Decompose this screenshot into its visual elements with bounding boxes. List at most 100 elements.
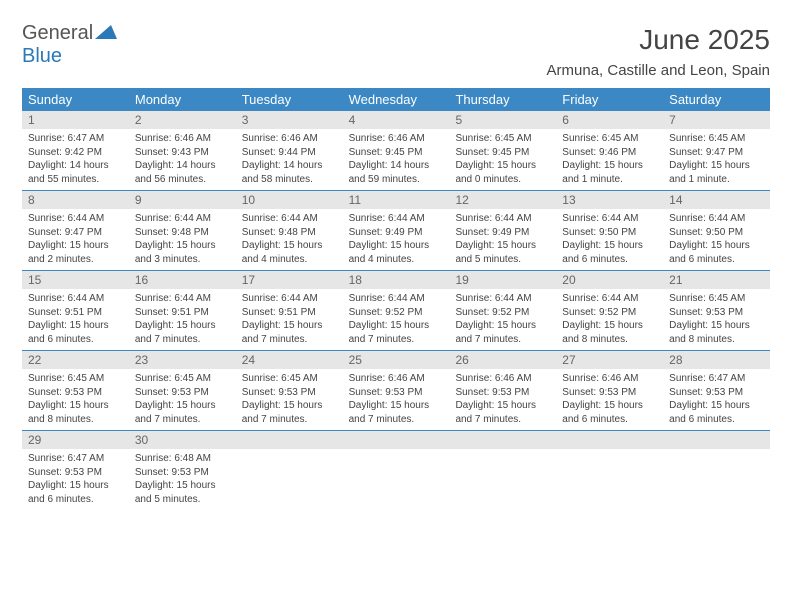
day-number: 21 xyxy=(663,271,770,289)
calendar-day: 15Sunrise: 6:44 AMSunset: 9:51 PMDayligh… xyxy=(22,271,129,350)
day-detail: Sunrise: 6:44 AMSunset: 9:51 PMDaylight:… xyxy=(236,289,343,350)
calendar-day: 23Sunrise: 6:45 AMSunset: 9:53 PMDayligh… xyxy=(129,351,236,430)
calendar-day: 26Sunrise: 6:46 AMSunset: 9:53 PMDayligh… xyxy=(449,351,556,430)
day-detail: Sunrise: 6:44 AMSunset: 9:47 PMDaylight:… xyxy=(22,209,129,270)
calendar-day: 21Sunrise: 6:45 AMSunset: 9:53 PMDayligh… xyxy=(663,271,770,350)
day-detail: Sunrise: 6:46 AMSunset: 9:53 PMDaylight:… xyxy=(343,369,450,430)
day-detail: Sunrise: 6:46 AMSunset: 9:44 PMDaylight:… xyxy=(236,129,343,190)
day-detail: Sunrise: 6:48 AMSunset: 9:53 PMDaylight:… xyxy=(129,449,236,510)
logo-triangle-icon xyxy=(95,23,117,44)
calendar-day: 25Sunrise: 6:46 AMSunset: 9:53 PMDayligh… xyxy=(343,351,450,430)
day-detail: Sunrise: 6:44 AMSunset: 9:49 PMDaylight:… xyxy=(449,209,556,270)
calendar-day: 14Sunrise: 6:44 AMSunset: 9:50 PMDayligh… xyxy=(663,191,770,270)
calendar-day: 10Sunrise: 6:44 AMSunset: 9:48 PMDayligh… xyxy=(236,191,343,270)
calendar-day: 9Sunrise: 6:44 AMSunset: 9:48 PMDaylight… xyxy=(129,191,236,270)
day-number: 11 xyxy=(343,191,450,209)
logo-text-general: General xyxy=(22,22,93,44)
day-detail: Sunrise: 6:44 AMSunset: 9:52 PMDaylight:… xyxy=(556,289,663,350)
day-detail: Sunrise: 6:44 AMSunset: 9:50 PMDaylight:… xyxy=(663,209,770,270)
day-detail: Sunrise: 6:46 AMSunset: 9:45 PMDaylight:… xyxy=(343,129,450,190)
calendar-week: 15Sunrise: 6:44 AMSunset: 9:51 PMDayligh… xyxy=(22,270,770,350)
day-number: 18 xyxy=(343,271,450,289)
calendar-day: 27Sunrise: 6:46 AMSunset: 9:53 PMDayligh… xyxy=(556,351,663,430)
calendar-day xyxy=(663,431,770,510)
calendar-week: 22Sunrise: 6:45 AMSunset: 9:53 PMDayligh… xyxy=(22,350,770,430)
weekday-header-row: SundayMondayTuesdayWednesdayThursdayFrid… xyxy=(22,88,770,111)
day-number: 6 xyxy=(556,111,663,129)
day-detail: Sunrise: 6:45 AMSunset: 9:45 PMDaylight:… xyxy=(449,129,556,190)
location-subtitle: Armuna, Castille and Leon, Spain xyxy=(547,62,770,79)
calendar-day: 2Sunrise: 6:46 AMSunset: 9:43 PMDaylight… xyxy=(129,111,236,190)
calendar-week: 1Sunrise: 6:47 AMSunset: 9:42 PMDaylight… xyxy=(22,111,770,190)
calendar-day: 22Sunrise: 6:45 AMSunset: 9:53 PMDayligh… xyxy=(22,351,129,430)
day-number: 27 xyxy=(556,351,663,369)
day-detail: Sunrise: 6:45 AMSunset: 9:53 PMDaylight:… xyxy=(663,289,770,350)
calendar-week: 29Sunrise: 6:47 AMSunset: 9:53 PMDayligh… xyxy=(22,430,770,510)
calendar-day: 18Sunrise: 6:44 AMSunset: 9:52 PMDayligh… xyxy=(343,271,450,350)
day-number: 9 xyxy=(129,191,236,209)
day-detail: Sunrise: 6:44 AMSunset: 9:51 PMDaylight:… xyxy=(22,289,129,350)
day-number: 1 xyxy=(22,111,129,129)
day-number: 28 xyxy=(663,351,770,369)
logo-text-blue: Blue xyxy=(22,45,62,67)
weekday-header: Friday xyxy=(556,88,663,111)
day-number: 30 xyxy=(129,431,236,449)
day-number: 20 xyxy=(556,271,663,289)
weekday-header: Monday xyxy=(129,88,236,111)
day-detail: Sunrise: 6:44 AMSunset: 9:50 PMDaylight:… xyxy=(556,209,663,270)
day-detail: Sunrise: 6:45 AMSunset: 9:53 PMDaylight:… xyxy=(22,369,129,430)
day-number: 23 xyxy=(129,351,236,369)
day-number: 29 xyxy=(22,431,129,449)
weekday-header: Wednesday xyxy=(343,88,450,111)
calendar-day: 12Sunrise: 6:44 AMSunset: 9:49 PMDayligh… xyxy=(449,191,556,270)
day-detail: Sunrise: 6:44 AMSunset: 9:51 PMDaylight:… xyxy=(129,289,236,350)
calendar: SundayMondayTuesdayWednesdayThursdayFrid… xyxy=(22,88,770,510)
day-detail: Sunrise: 6:44 AMSunset: 9:48 PMDaylight:… xyxy=(236,209,343,270)
day-number: 16 xyxy=(129,271,236,289)
day-number: 22 xyxy=(22,351,129,369)
day-detail: Sunrise: 6:45 AMSunset: 9:53 PMDaylight:… xyxy=(129,369,236,430)
calendar-day xyxy=(556,431,663,510)
day-number: 15 xyxy=(22,271,129,289)
calendar-day: 7Sunrise: 6:45 AMSunset: 9:47 PMDaylight… xyxy=(663,111,770,190)
calendar-day: 20Sunrise: 6:44 AMSunset: 9:52 PMDayligh… xyxy=(556,271,663,350)
calendar-day: 4Sunrise: 6:46 AMSunset: 9:45 PMDaylight… xyxy=(343,111,450,190)
day-detail: Sunrise: 6:45 AMSunset: 9:47 PMDaylight:… xyxy=(663,129,770,190)
calendar-day: 13Sunrise: 6:44 AMSunset: 9:50 PMDayligh… xyxy=(556,191,663,270)
calendar-day xyxy=(236,431,343,510)
calendar-day: 28Sunrise: 6:47 AMSunset: 9:53 PMDayligh… xyxy=(663,351,770,430)
day-number: 12 xyxy=(449,191,556,209)
day-number: 4 xyxy=(343,111,450,129)
day-detail: Sunrise: 6:44 AMSunset: 9:48 PMDaylight:… xyxy=(129,209,236,270)
calendar-day: 11Sunrise: 6:44 AMSunset: 9:49 PMDayligh… xyxy=(343,191,450,270)
day-number: 5 xyxy=(449,111,556,129)
day-number: 19 xyxy=(449,271,556,289)
day-number: 8 xyxy=(22,191,129,209)
day-detail: Sunrise: 6:46 AMSunset: 9:53 PMDaylight:… xyxy=(556,369,663,430)
day-number: 7 xyxy=(663,111,770,129)
weekday-header: Tuesday xyxy=(236,88,343,111)
day-detail: Sunrise: 6:45 AMSunset: 9:46 PMDaylight:… xyxy=(556,129,663,190)
day-detail: Sunrise: 6:45 AMSunset: 9:53 PMDaylight:… xyxy=(236,369,343,430)
calendar-day: 6Sunrise: 6:45 AMSunset: 9:46 PMDaylight… xyxy=(556,111,663,190)
weekday-header: Thursday xyxy=(449,88,556,111)
calendar-day xyxy=(343,431,450,510)
calendar-day: 17Sunrise: 6:44 AMSunset: 9:51 PMDayligh… xyxy=(236,271,343,350)
day-number: 26 xyxy=(449,351,556,369)
day-detail: Sunrise: 6:44 AMSunset: 9:52 PMDaylight:… xyxy=(449,289,556,350)
day-detail: Sunrise: 6:47 AMSunset: 9:53 PMDaylight:… xyxy=(22,449,129,510)
day-number: 2 xyxy=(129,111,236,129)
day-detail: Sunrise: 6:47 AMSunset: 9:42 PMDaylight:… xyxy=(22,129,129,190)
weekday-header: Saturday xyxy=(663,88,770,111)
day-number: 14 xyxy=(663,191,770,209)
calendar-day: 19Sunrise: 6:44 AMSunset: 9:52 PMDayligh… xyxy=(449,271,556,350)
day-detail: Sunrise: 6:46 AMSunset: 9:43 PMDaylight:… xyxy=(129,129,236,190)
day-number: 17 xyxy=(236,271,343,289)
calendar-day: 29Sunrise: 6:47 AMSunset: 9:53 PMDayligh… xyxy=(22,431,129,510)
logo: General Blue xyxy=(22,22,117,68)
calendar-day: 30Sunrise: 6:48 AMSunset: 9:53 PMDayligh… xyxy=(129,431,236,510)
page-title: June 2025 xyxy=(639,24,770,56)
calendar-day: 8Sunrise: 6:44 AMSunset: 9:47 PMDaylight… xyxy=(22,191,129,270)
day-number: 3 xyxy=(236,111,343,129)
calendar-day: 24Sunrise: 6:45 AMSunset: 9:53 PMDayligh… xyxy=(236,351,343,430)
